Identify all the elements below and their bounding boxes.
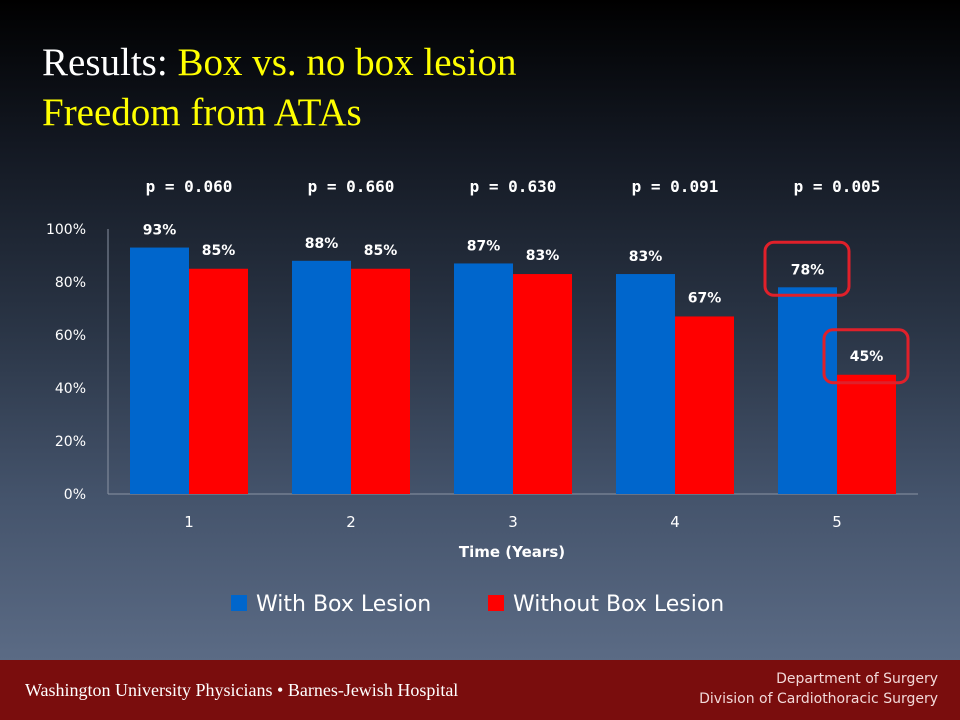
p-value-label: p = 0.005 <box>794 177 881 196</box>
x-tick-label: 2 <box>346 513 356 531</box>
y-tick-label: 100% <box>46 222 86 238</box>
x-axis-title: Time (Years) <box>459 543 565 561</box>
x-tick-label: 4 <box>670 513 680 531</box>
bar <box>778 287 837 494</box>
bar-chart: 0% 20% 40% 60% 80% 100% 93% 85% 1 p = 0.060 88% 85%… <box>46 177 918 617</box>
p-value-label: p = 0.630 <box>470 177 557 196</box>
p-value-label: p = 0.060 <box>146 177 233 196</box>
y-tick-label: 40% <box>55 381 86 397</box>
title-lead: Results: <box>42 41 178 84</box>
y-tick-label: 80% <box>55 275 86 291</box>
bar-value-label: 87% <box>467 238 501 254</box>
highlight-box <box>763 240 851 297</box>
x-tick-label: 3 <box>508 513 518 531</box>
slide-title: Results: Box vs. no box lesion Freedom f… <box>42 38 517 138</box>
legend-swatch <box>488 595 504 611</box>
bar-value-label: 83% <box>629 249 663 265</box>
footer-institution: Washington University Physicians • Barne… <box>25 680 459 700</box>
bar <box>130 247 189 494</box>
title-subtitle: Freedom from ATAs <box>42 91 362 134</box>
bar-value-label: 85% <box>364 243 398 259</box>
y-tick-label: 20% <box>55 434 86 450</box>
bar-value-label: 83% <box>526 248 560 264</box>
bar-value-label: 85% <box>202 243 236 259</box>
bar <box>616 274 675 494</box>
bar <box>513 274 572 494</box>
p-value-label: p = 0.091 <box>632 177 719 196</box>
footer-department: Department of Surgery Division of Cardio… <box>699 669 938 709</box>
bar-value-label: 88% <box>305 236 339 252</box>
legend-swatch <box>231 595 247 611</box>
slide: Results: Box vs. no box lesion Freedom f… <box>0 0 960 660</box>
legend-label: With Box Lesion <box>256 592 431 617</box>
bar-value-label: 78% <box>791 262 825 278</box>
bar <box>454 263 513 494</box>
bar <box>675 316 734 494</box>
bar-value-label: 67% <box>688 290 722 306</box>
bar-value-label: 45% <box>850 349 884 365</box>
x-tick-label: 1 <box>184 513 194 531</box>
legend-label: Without Box Lesion <box>513 592 724 617</box>
footer: Washington University Physicians • Barne… <box>0 660 960 720</box>
x-tick-label: 5 <box>832 513 842 531</box>
highlight-box <box>822 328 910 385</box>
bar <box>837 374 896 494</box>
p-value-label: p = 0.660 <box>308 177 395 196</box>
y-tick-label: 0% <box>64 487 86 503</box>
title-highlight: Box vs. no box lesion <box>177 41 517 84</box>
bar <box>292 260 351 494</box>
bar <box>351 268 410 494</box>
bar <box>189 268 248 494</box>
footer-department-line1: Department of Surgery <box>776 671 938 687</box>
y-tick-label: 60% <box>55 328 86 344</box>
bar-value-label: 93% <box>143 223 177 239</box>
footer-department-line2: Division of Cardiothoracic Surgery <box>699 691 938 707</box>
